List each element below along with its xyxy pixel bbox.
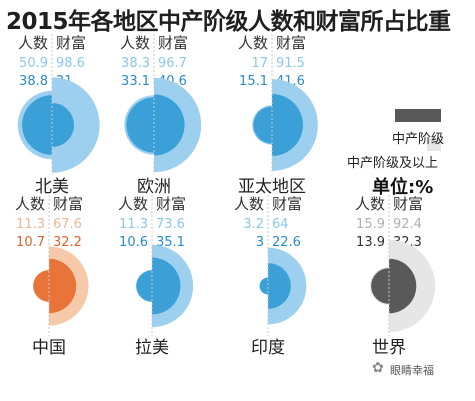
region-6-pop-mid-label: 13.9 bbox=[356, 235, 385, 250]
region-0-name-label: 北美 bbox=[35, 177, 69, 197]
region-3-pop-above-label: 11.3 bbox=[16, 217, 45, 232]
region-0-wealth-above-semicircle bbox=[52, 77, 100, 173]
region-2-header-population: 人数 bbox=[238, 34, 268, 52]
region-3-wealth-above-label: 67.6 bbox=[53, 217, 82, 232]
region-5-wealth-above-label: 64 bbox=[272, 217, 289, 232]
region-0-pop-mid-semicircle bbox=[22, 95, 52, 155]
region-2-header-wealth: 财富 bbox=[276, 34, 306, 52]
region-3-wealth-mid-label: 32.2 bbox=[53, 235, 82, 250]
chart-title: 2015年各地区中产阶级人数和财富所占比重 bbox=[6, 9, 451, 35]
region-1-header-population: 人数 bbox=[120, 34, 150, 52]
region-5-pop-mid-label: 3 bbox=[256, 235, 264, 250]
region-3-header-wealth: 财富 bbox=[53, 195, 83, 213]
region-4-wealth-mid-label: 35.1 bbox=[156, 235, 185, 250]
region-0-pop-mid-label: 38.8 bbox=[19, 74, 48, 89]
region-2-wealth-mid-semicircle bbox=[272, 94, 303, 156]
region-0-wealth-mid-semicircle bbox=[52, 103, 74, 147]
region-1-wealth-mid-semicircle bbox=[154, 94, 185, 156]
region-6-name-label: 世界 bbox=[372, 338, 406, 358]
region-4-wealth-above-label: 73.6 bbox=[156, 217, 185, 232]
region-5-pop-mid-semicircle bbox=[259, 277, 268, 295]
region-4-pop-mid-semicircle bbox=[136, 270, 152, 302]
region-4-wealth-mid-semicircle bbox=[152, 257, 181, 315]
legend-label-middle-class: 中产阶级 bbox=[392, 132, 445, 147]
region-3-name-label: 中国 bbox=[32, 338, 66, 358]
legend-swatch-middle-class-and-above bbox=[427, 138, 441, 151]
region-1-name-label: 欧洲 bbox=[137, 177, 171, 197]
region-4-header-population: 人数 bbox=[118, 195, 148, 213]
legend-label-middle-class-and-above: 中产阶级及以上 bbox=[347, 156, 439, 171]
region-5-pop-above-label: 3.2 bbox=[243, 217, 264, 232]
unit-label: 单位:% bbox=[372, 177, 434, 198]
region-6-pop-mid-semicircle bbox=[371, 268, 389, 304]
region-3-pop-mid-semicircle bbox=[33, 270, 49, 302]
region-6-header-wealth: 财富 bbox=[393, 195, 423, 213]
region-2-wealth-above-label: 91.5 bbox=[276, 56, 305, 71]
region-5-name-label: 印度 bbox=[251, 338, 285, 358]
region-3-wealth-mid-semicircle bbox=[49, 258, 77, 314]
region-6-pop-above-label: 15.9 bbox=[356, 217, 385, 232]
region-1-pop-mid-label: 33.1 bbox=[121, 74, 150, 89]
region-5-wealth-mid-semicircle bbox=[268, 263, 291, 309]
watermark-text: 眼睛幸福 bbox=[390, 364, 434, 377]
region-4-name-label: 拉美 bbox=[135, 338, 169, 358]
region-6-wealth-mid-semicircle bbox=[389, 258, 417, 314]
region-1-pop-above-label: 38.3 bbox=[121, 56, 150, 71]
region-5-header-population: 人数 bbox=[234, 195, 264, 213]
region-4-pop-mid-label: 10.6 bbox=[119, 235, 148, 250]
legend-swatch-middle-class bbox=[395, 109, 441, 122]
region-5-wealth-mid-label: 22.6 bbox=[272, 235, 301, 250]
region-1-wealth-above-label: 96.7 bbox=[158, 56, 187, 71]
region-0-pop-above-label: 50.9 bbox=[19, 56, 48, 71]
region-1-header-wealth: 财富 bbox=[158, 34, 188, 52]
region-0-wealth-above-label: 98.6 bbox=[56, 56, 85, 71]
region-0-header-population: 人数 bbox=[18, 34, 48, 52]
region-4-pop-above-label: 11.3 bbox=[119, 217, 148, 232]
region-2-name-label: 亚太地区 bbox=[238, 177, 306, 197]
region-1-pop-mid-semicircle bbox=[126, 97, 154, 153]
region-4-header-wealth: 财富 bbox=[156, 195, 186, 213]
region-3-pop-mid-label: 10.7 bbox=[16, 235, 45, 250]
region-3-header-population: 人数 bbox=[15, 195, 45, 213]
region-0-header-wealth: 财富 bbox=[56, 34, 86, 52]
wechat-icon: ✿ bbox=[372, 360, 384, 376]
region-2-pop-above-label: 17 bbox=[251, 56, 268, 71]
region-5-header-wealth: 财富 bbox=[272, 195, 302, 213]
region-6-header-population: 人数 bbox=[355, 195, 385, 213]
region-2-pop-mid-semicircle bbox=[253, 106, 272, 144]
region-2-pop-mid-label: 15.1 bbox=[239, 74, 268, 89]
region-6-wealth-above-label: 92.4 bbox=[393, 217, 422, 232]
